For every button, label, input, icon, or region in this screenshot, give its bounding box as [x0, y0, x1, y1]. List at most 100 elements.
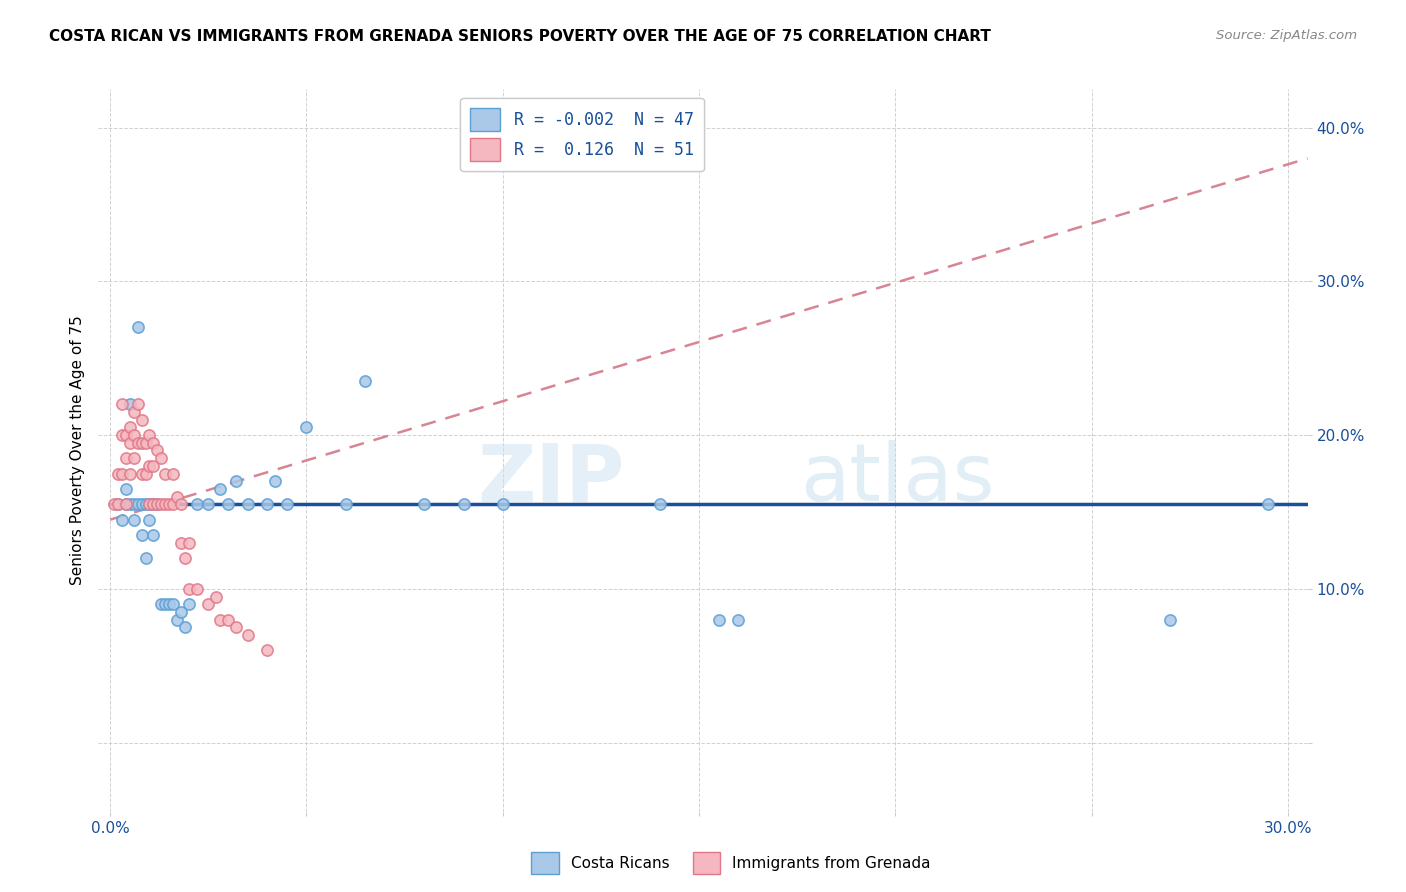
Point	[111, 397, 134, 411]
Point	[115, 451, 138, 466]
Point	[135, 551, 157, 566]
Point	[264, 474, 287, 488]
Point	[150, 451, 173, 466]
Legend: Costa Ricans, Immigrants from Grenada: Costa Ricans, Immigrants from Grenada	[526, 846, 936, 880]
Point	[135, 467, 157, 481]
Point	[118, 435, 141, 450]
Point	[150, 597, 173, 611]
Point	[153, 467, 176, 481]
Point	[170, 497, 193, 511]
Point	[127, 435, 149, 450]
Point	[118, 420, 141, 434]
Point	[131, 497, 153, 511]
Text: Source: ZipAtlas.com: Source: ZipAtlas.com	[1216, 29, 1357, 42]
Point	[166, 613, 188, 627]
Point	[335, 497, 357, 511]
Point	[118, 467, 141, 481]
Point	[209, 482, 232, 496]
Point	[177, 597, 200, 611]
Point	[197, 497, 219, 511]
Point	[127, 320, 149, 334]
Point	[115, 482, 138, 496]
Point	[142, 528, 165, 542]
Point	[135, 497, 157, 511]
Point	[186, 497, 208, 511]
Point	[236, 628, 259, 642]
Point	[115, 497, 138, 511]
Point	[173, 620, 195, 634]
Point	[127, 397, 149, 411]
Point	[111, 428, 134, 442]
Point	[153, 497, 176, 511]
Point	[107, 497, 129, 511]
Point	[138, 497, 160, 511]
Point	[142, 497, 165, 511]
Point	[111, 513, 134, 527]
Point	[135, 435, 157, 450]
Point	[142, 458, 165, 473]
Point	[115, 428, 138, 442]
Point	[153, 597, 176, 611]
Point	[209, 613, 232, 627]
Text: COSTA RICAN VS IMMIGRANTS FROM GRENADA SENIORS POVERTY OVER THE AGE OF 75 CORREL: COSTA RICAN VS IMMIGRANTS FROM GRENADA S…	[49, 29, 991, 44]
Point	[162, 497, 184, 511]
Point	[256, 643, 278, 657]
Point	[1257, 497, 1279, 511]
Point	[107, 497, 129, 511]
Point	[225, 620, 247, 634]
Legend: R = -0.002  N = 47, R =  0.126  N = 51: R = -0.002 N = 47, R = 0.126 N = 51	[460, 97, 704, 171]
Point	[127, 497, 149, 511]
Point	[107, 467, 129, 481]
Point	[157, 597, 180, 611]
Point	[146, 443, 169, 458]
Point	[648, 497, 671, 511]
Point	[131, 467, 153, 481]
Point	[142, 497, 165, 511]
Point	[150, 497, 173, 511]
Point	[162, 597, 184, 611]
Point	[131, 528, 153, 542]
Point	[118, 397, 141, 411]
Point	[295, 420, 318, 434]
Point	[186, 582, 208, 596]
Text: atlas: atlas	[800, 441, 994, 518]
Point	[122, 513, 145, 527]
Point	[131, 413, 153, 427]
Point	[492, 497, 515, 511]
Y-axis label: Seniors Poverty Over the Age of 75: Seniors Poverty Over the Age of 75	[69, 316, 84, 585]
Point	[146, 497, 169, 511]
Point	[236, 497, 259, 511]
Point	[1159, 613, 1181, 627]
Point	[354, 374, 377, 388]
Point	[727, 613, 749, 627]
Point	[217, 497, 239, 511]
Point	[177, 582, 200, 596]
Point	[217, 613, 239, 627]
Point	[118, 497, 141, 511]
Point	[453, 497, 475, 511]
Point	[225, 474, 247, 488]
Point	[256, 497, 278, 511]
Point	[111, 467, 134, 481]
Point	[122, 405, 145, 419]
Point	[122, 451, 145, 466]
Point	[173, 551, 195, 566]
Point	[138, 428, 160, 442]
Point	[707, 613, 730, 627]
Point	[157, 497, 180, 511]
Point	[170, 535, 193, 549]
Point	[162, 467, 184, 481]
Point	[122, 497, 145, 511]
Point	[166, 490, 188, 504]
Point	[170, 605, 193, 619]
Point	[138, 497, 160, 511]
Point	[131, 435, 153, 450]
Text: ZIP: ZIP	[477, 441, 624, 518]
Point	[413, 497, 436, 511]
Point	[138, 513, 160, 527]
Point	[138, 458, 160, 473]
Point	[197, 597, 219, 611]
Point	[115, 497, 138, 511]
Point	[205, 590, 228, 604]
Point	[142, 435, 165, 450]
